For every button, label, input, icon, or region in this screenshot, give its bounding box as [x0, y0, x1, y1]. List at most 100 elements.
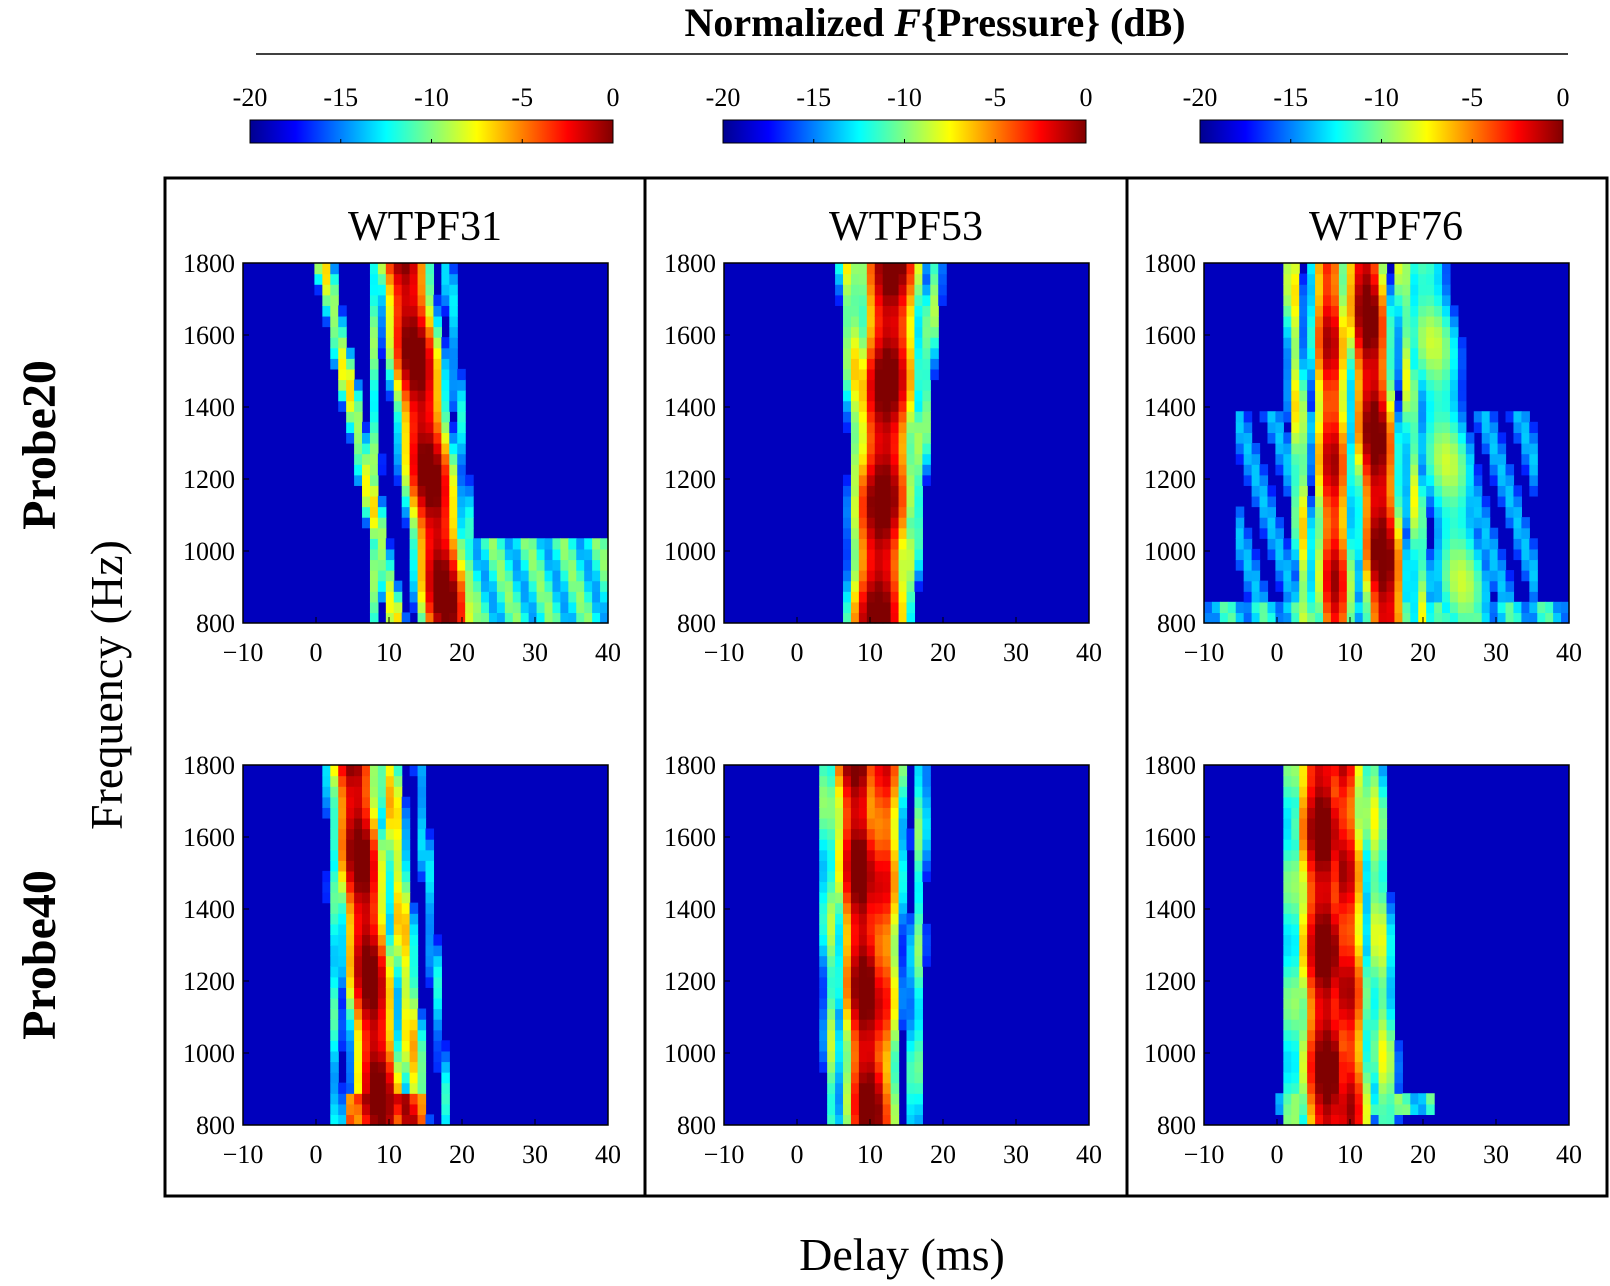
heatmap-cell: [1243, 527, 1253, 539]
heatmap-cell: [1426, 273, 1435, 285]
heatmap-cell: [1370, 849, 1380, 861]
heatmap-cell: [1473, 601, 1483, 614]
heatmap-cell: [1529, 580, 1538, 592]
heatmap-cell: [1386, 495, 1396, 508]
heatmap-cell: [393, 368, 403, 381]
heatmap-cell: [1291, 1050, 1300, 1063]
heatmap-cell: [866, 1114, 876, 1126]
heatmap-cell: [417, 464, 427, 476]
heatmap-cell: [1315, 870, 1324, 883]
heatmap-cell: [1402, 527, 1411, 539]
heatmap-cell: [906, 1072, 916, 1084]
heatmap-cell: [330, 987, 339, 999]
heatmap-cell: [890, 775, 900, 787]
heatmap-cell: [1497, 464, 1507, 476]
heatmap-cell: [1378, 796, 1388, 808]
colorbar-tick-label: -10: [414, 83, 449, 112]
heatmap-cell: [401, 997, 411, 1010]
heatmap-cell: [354, 1093, 363, 1105]
heatmap-cell: [401, 1072, 411, 1084]
colorbar-tick-label: 0: [1557, 83, 1570, 112]
x-tick-label: 10: [376, 1140, 402, 1169]
heatmap-cell: [1283, 1029, 1292, 1041]
heatmap-cell: [1386, 506, 1396, 518]
heatmap-cell: [1291, 495, 1300, 508]
heatmap-cell: [401, 923, 411, 936]
heatmap-cell: [385, 591, 395, 603]
heatmap-cell: [473, 538, 482, 550]
heatmap-cell: [1386, 538, 1396, 550]
heatmap-cell: [1338, 997, 1348, 1010]
heatmap-cell: [1426, 474, 1435, 486]
heatmap-cell: [874, 976, 884, 988]
heatmap-cell: [1434, 464, 1443, 476]
heatmap-cell: [1386, 337, 1396, 349]
heatmap-cell: [858, 506, 868, 518]
heatmap-cell: [362, 421, 371, 434]
heatmap-cell: [1394, 347, 1403, 359]
heatmap-cell: [449, 368, 458, 381]
heatmap-cell: [1307, 775, 1316, 787]
heatmap-cell: [1243, 411, 1253, 423]
heatmap-cell: [1283, 1072, 1292, 1084]
heatmap-cell: [1362, 570, 1372, 582]
heatmap-cell: [1497, 591, 1507, 603]
heatmap-cell: [858, 527, 868, 539]
heatmap-cell: [914, 1082, 923, 1094]
heatmap-cell: [346, 849, 355, 861]
heatmap-cell: [425, 443, 435, 455]
heatmap-cell: [922, 796, 931, 808]
heatmap-cell: [338, 1103, 347, 1116]
heatmap-cell: [1338, 517, 1348, 529]
heatmap-cell: [1307, 976, 1316, 988]
heatmap-cell: [843, 559, 852, 571]
heatmap-cell: [1299, 591, 1308, 603]
heatmap-cell: [914, 548, 923, 561]
heatmap-cell: [1370, 284, 1380, 296]
heatmap-cell: [369, 1072, 379, 1084]
axes-box: [242, 764, 609, 1126]
y-tick-label: 1800: [1144, 751, 1196, 780]
heatmap-cell: [1362, 612, 1372, 624]
heatmap-cell: [1418, 495, 1427, 508]
heatmap-cell: [874, 506, 884, 518]
heatmap-cell: [866, 860, 876, 872]
heatmap-cell: [882, 337, 892, 349]
heatmap-cell: [890, 966, 900, 978]
heatmap-cell: [330, 1114, 339, 1126]
heatmap-cell: [1418, 443, 1427, 455]
heatmap-cell: [330, 1040, 339, 1052]
heatmap-cell: [377, 315, 387, 328]
heatmap-cell: [592, 580, 601, 592]
heatmap-cell: [1338, 400, 1348, 412]
heatmap-cell: [1315, 945, 1324, 957]
heatmap-cell: [1235, 432, 1245, 444]
heatmap-cell: [1442, 273, 1451, 285]
heatmap-cell: [409, 976, 419, 988]
heatmap-cell: [866, 765, 876, 777]
heatmap-cell: [1243, 548, 1253, 561]
heatmap-cell: [385, 326, 395, 338]
heatmap-cell: [401, 485, 411, 497]
heatmap-cell: [417, 305, 427, 317]
heatmap-cell: [377, 987, 387, 999]
heatmap-cell: [914, 923, 923, 936]
heatmap-cell: [1378, 601, 1388, 614]
heatmap-cell: [1299, 517, 1308, 529]
heatmap-cell: [1283, 786, 1292, 798]
heatmap-cell: [938, 284, 947, 296]
heatmap-cell: [1481, 411, 1491, 423]
heatmap-cell: [512, 601, 522, 614]
heatmap-cell: [1315, 284, 1324, 296]
heatmap-cell: [1354, 765, 1364, 777]
heatmap-cell: [1291, 358, 1300, 370]
heatmap-cell: [922, 379, 931, 391]
heatmap-cell: [819, 934, 828, 946]
heatmap-cell: [1338, 337, 1348, 349]
heatmap-cell: [1299, 432, 1308, 444]
heatmap-cell: [1442, 570, 1451, 582]
heatmap-cell: [866, 263, 876, 275]
heatmap-cell: [592, 612, 601, 624]
heatmap-cell: [898, 923, 908, 936]
